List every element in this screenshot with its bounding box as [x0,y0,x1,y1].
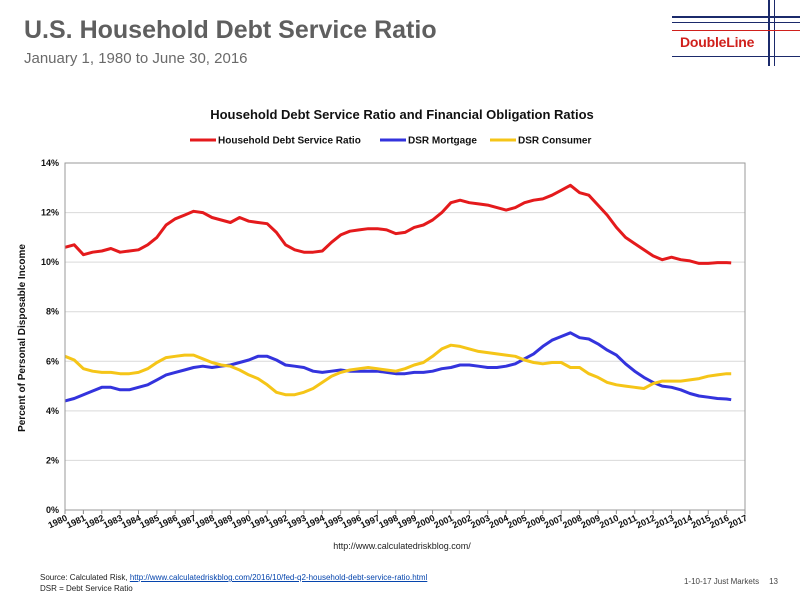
legend: Household Debt Service Ratio DSR Mortgage… [190,136,591,147]
chart: Household Debt Service Ratio and Financi… [0,95,800,560]
legend-label: DSR Consumer [518,136,591,147]
y-tick-label: 12% [41,208,59,218]
page-title: U.S. Household Debt Service Ratio [24,16,437,44]
y-tick-label: 4% [46,406,59,416]
logo-text: DoubleLine [680,34,755,50]
y-axis-label: Percent of Personal Disposable Income [17,244,28,432]
y-tick-label: 0% [46,505,59,515]
footer-source-link[interactable]: http://www.calculatedriskblog.com/2016/1… [129,573,428,582]
page-number: 13 [769,577,778,586]
footer-date-label: 1-10-17 Just Markets [683,577,760,586]
doubleline-logo: DoubleLine [672,0,800,66]
footer-right: 1-10-17 Just Markets 13 [674,577,778,586]
y-axis: 0% 2% 4% 6% 8% 10% 12% 14% [41,158,59,515]
footer: Source: Calculated Risk, http://www.calc… [40,572,427,594]
series-line-1 [64,331,732,403]
grid [65,162,745,511]
y-tick-label: 8% [46,307,59,317]
series-group [64,183,732,403]
x-tick-label: 2017 [726,513,748,531]
legend-label: Household Debt Service Ratio [218,136,361,147]
legend-label: DSR Mortgage [408,136,477,147]
y-tick-label: 6% [46,356,59,366]
chart-svg: Household Debt Service Ratio and Financi… [17,107,749,551]
series-line-0 [64,183,732,265]
y-tick-label: 10% [41,257,59,267]
chart-title: Household Debt Service Ratio and Financi… [210,107,594,122]
series-line-2 [64,343,732,397]
plot-frame [64,162,746,511]
y-tick-label: 2% [46,455,59,465]
footer-source-prefix: Source: Calculated Risk, [40,573,130,582]
x-axis: 1980198119821983198419851986198719881989… [46,510,749,531]
page-subtitle: January 1, 1980 to June 30, 2016 [24,50,248,67]
footer-note: DSR = Debt Service Ratio [40,584,133,593]
chart-source-url: http://www.calculatedriskblog.com/ [333,541,471,551]
y-tick-label: 14% [41,158,59,168]
